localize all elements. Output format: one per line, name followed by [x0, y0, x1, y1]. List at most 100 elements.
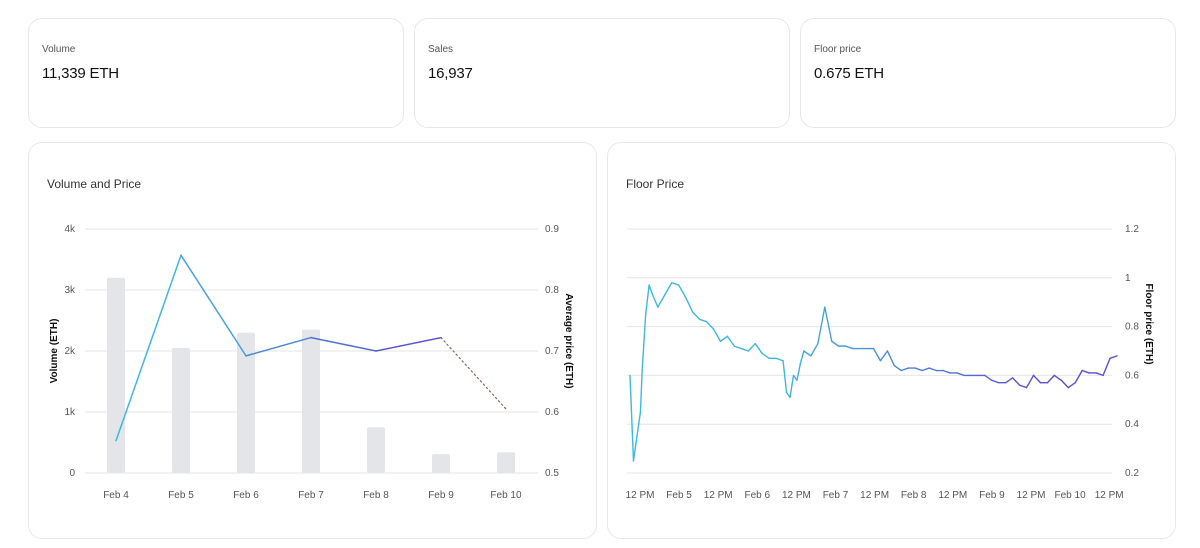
floor-price-line-segment — [792, 374, 798, 381]
floor-price-line-segment — [719, 335, 729, 342]
floor-price-line-segment — [761, 352, 770, 360]
floor-price-stat-label: Floor price — [814, 44, 862, 55]
y-tick-label: 1 — [1125, 273, 1131, 284]
floor-price-line-segment — [1004, 377, 1014, 384]
y-axis-title: Volume (ETH) — [49, 319, 60, 384]
sales-stat-label: Sales — [428, 44, 454, 55]
floor-price-line-segment — [872, 347, 882, 362]
y2-tick-label: 0.7 — [545, 346, 559, 357]
x-tick-label: Feb 7 — [298, 490, 324, 501]
floor-price-line-segment — [641, 313, 647, 372]
floor-price-line-segment — [705, 321, 715, 330]
y-tick-label: 0.8 — [1125, 322, 1139, 333]
bar-feb-9 — [432, 454, 450, 473]
y2-tick-label: 0.9 — [545, 224, 559, 235]
floor-price-line-segment — [691, 311, 701, 320]
floor-price-line-segment — [657, 294, 666, 308]
bar-feb-4 — [107, 277, 125, 473]
x-tick-label: Feb 9 — [979, 490, 1005, 501]
floor-price-stat-value: 0.675 ETH — [814, 65, 884, 82]
floor-price-line-segment — [747, 342, 756, 352]
x-tick-label: Feb 10 — [490, 490, 522, 501]
price-line-segment — [115, 254, 182, 442]
floor-price-line-segment — [1011, 377, 1021, 386]
sales-stat-card: Sales 16,937 — [414, 18, 790, 128]
bar-feb-8 — [367, 427, 385, 473]
y-tick-label: 0.2 — [1125, 468, 1139, 479]
x-tick-label: Feb 10 — [1055, 490, 1087, 501]
floor-price-line-segment — [644, 284, 650, 316]
y-tick-label: 1.2 — [1125, 224, 1139, 235]
floor-price-line-segment — [1053, 374, 1063, 381]
floor-price-line-segment — [1032, 374, 1042, 384]
x-tick-label: 12 PM — [1095, 490, 1124, 501]
y-tick-label: 0.6 — [1125, 370, 1139, 381]
x-tick-label: 12 PM — [1017, 490, 1046, 501]
sales-stat-value: 16,937 — [428, 65, 473, 82]
x-tick-label: 12 PM — [704, 490, 733, 501]
floor-price-line-segment — [817, 306, 826, 345]
floor-price-line-segment — [648, 284, 654, 296]
floor-price-line-segment — [799, 350, 805, 364]
floor-price-line-segment — [831, 340, 840, 347]
x-tick-label: Feb 5 — [666, 490, 692, 501]
volume-stat-label: Volume — [42, 44, 76, 55]
floor-price-line-segment — [914, 367, 923, 372]
y-tick-label: 0.4 — [1125, 419, 1139, 430]
y2-axis-title: Average price (ETH) — [563, 293, 574, 388]
x-tick-label: Feb 6 — [233, 490, 259, 501]
floor-price-line-segment — [1074, 369, 1083, 384]
floor-price-line-segment — [671, 281, 680, 286]
floor-price-line-segment — [1109, 355, 1118, 360]
x-tick-label: Feb 6 — [745, 490, 771, 501]
floor-price-line-segment — [1081, 369, 1090, 374]
x-tick-label: 12 PM — [938, 490, 967, 501]
floor-price-line-segment — [775, 357, 784, 362]
floor-price-line-segment — [900, 367, 909, 372]
floor-price-line-segment — [782, 360, 788, 394]
bar-feb-10 — [497, 452, 515, 473]
floor-price-line-segment — [733, 345, 743, 350]
floor-price-line-segment — [1067, 382, 1076, 389]
floor-price-line-segment — [789, 374, 795, 399]
floor-price-line-segment — [893, 364, 903, 372]
price-line-segment — [375, 336, 442, 352]
price-line-projected-segment — [440, 336, 507, 410]
x-tick-label: Feb 8 — [901, 490, 927, 501]
floor-price-line-segment — [1060, 379, 1070, 389]
floor-price-line-segment — [956, 372, 965, 377]
x-tick-label: Feb 7 — [823, 490, 849, 501]
floor-price-line-segment — [803, 350, 812, 357]
floor-price-line-segment — [684, 296, 694, 313]
volume-stat-value: 11,339 ETH — [42, 65, 119, 82]
floor-price-line-segment — [632, 435, 638, 462]
floor-price-line-segment — [712, 328, 722, 342]
volume-price-chart-title: Volume and Price — [47, 177, 142, 191]
floor-price-line-segment — [698, 318, 708, 323]
x-tick-label: Feb 5 — [168, 490, 194, 501]
floor-price-line-segment — [879, 350, 889, 362]
y2-tick-label: 0.6 — [545, 407, 559, 418]
bar-feb-7 — [302, 329, 320, 473]
y-tick-label: 0 — [69, 468, 75, 479]
floor-price-line-segment — [824, 306, 833, 342]
x-tick-label: 12 PM — [782, 490, 811, 501]
price-line-segment — [310, 336, 377, 352]
y-axis-title: Floor price (ETH) — [1143, 283, 1154, 364]
bar-feb-6 — [237, 332, 255, 473]
y-tick-label: 1k — [64, 407, 76, 418]
floor-price-line-segment — [629, 374, 635, 462]
price-line-segment — [180, 254, 247, 357]
floor-price-line-segment — [639, 369, 643, 413]
floor-price-line-segment — [1018, 384, 1028, 389]
floor-price-line-segment — [678, 284, 687, 299]
floor-price-line-segment — [921, 367, 930, 372]
y2-tick-label: 0.5 — [545, 468, 559, 479]
y-tick-label: 3k — [64, 285, 76, 296]
floor-price-line-segment — [740, 347, 749, 352]
price-line-segment — [245, 336, 312, 357]
floor-price-chart-title: Floor Price — [626, 177, 685, 191]
floor-price-line-segment — [844, 345, 854, 350]
floor-price-line-segment — [754, 342, 763, 355]
